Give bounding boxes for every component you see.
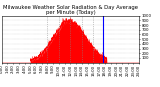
Title: Milwaukee Weather Solar Radiation & Day Average per Minute (Today): Milwaukee Weather Solar Radiation & Day … [3, 5, 138, 15]
